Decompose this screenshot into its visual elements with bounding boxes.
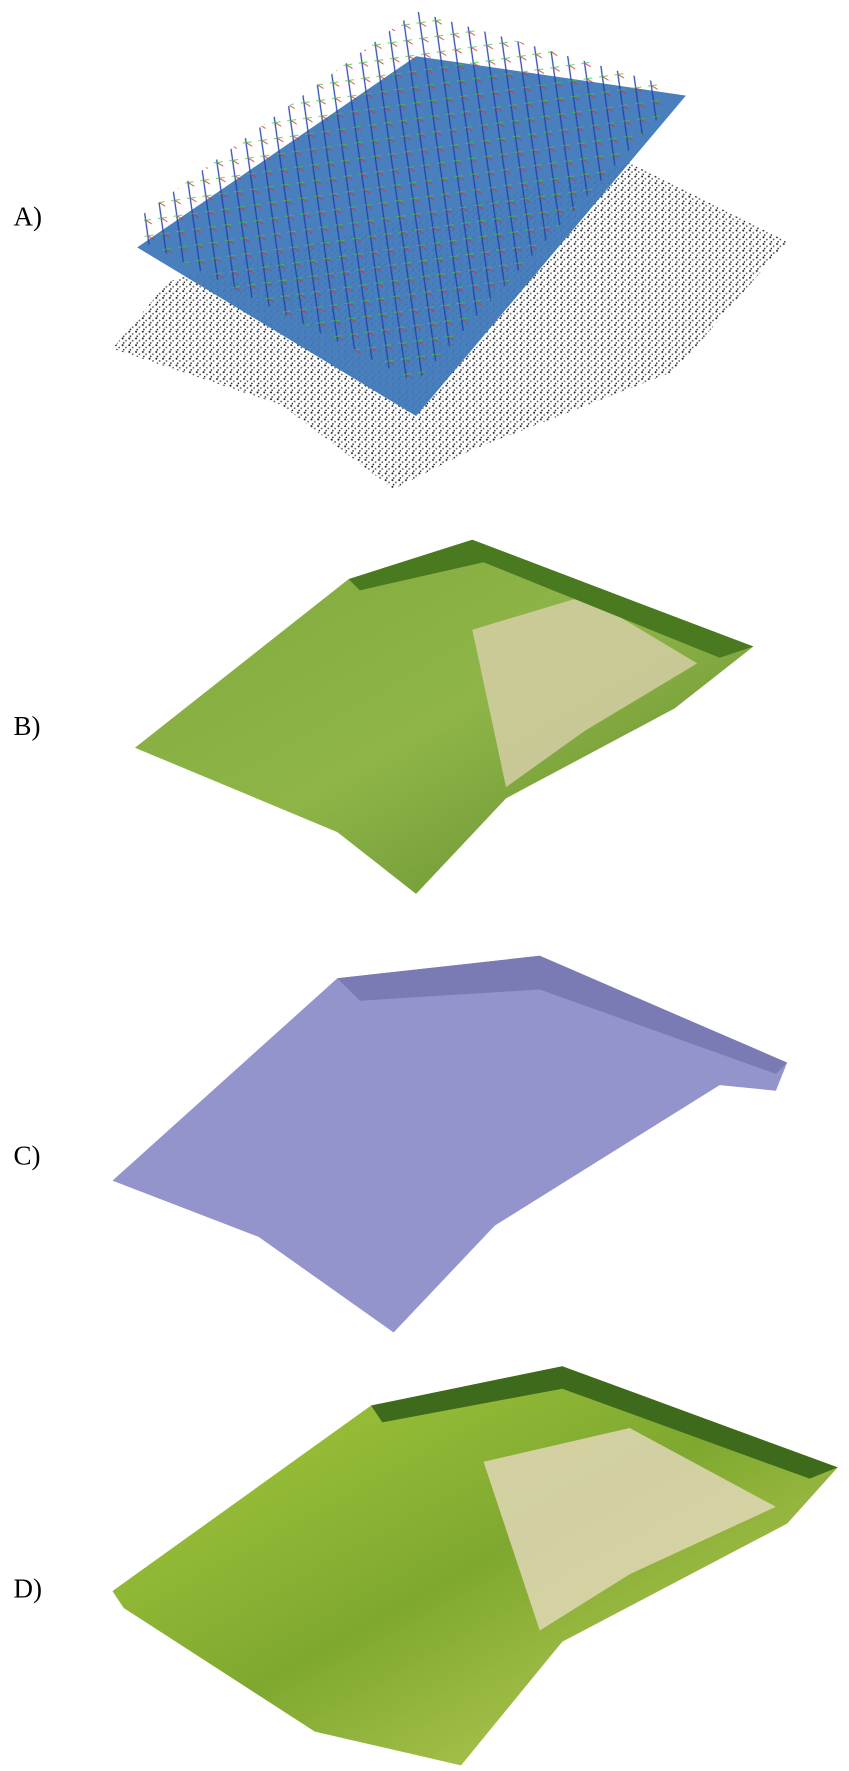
page: A) B) C) D) (() => { const data = JSON.p…	[0, 0, 849, 1771]
panel-label: A)	[14, 201, 42, 231]
panel-label: C)	[14, 1140, 41, 1170]
mesh	[112, 956, 787, 1333]
figure: A) B) C) D)	[0, 0, 849, 1771]
dense-cloud	[135, 540, 753, 894]
panel-label: B)	[14, 711, 41, 741]
panel-b	[135, 540, 753, 894]
panel-a	[112, 11, 787, 489]
panel-c	[112, 956, 787, 1333]
textured-mesh	[112, 1366, 837, 1765]
panel-label: D)	[14, 1573, 42, 1603]
panel-d	[112, 1366, 837, 1765]
